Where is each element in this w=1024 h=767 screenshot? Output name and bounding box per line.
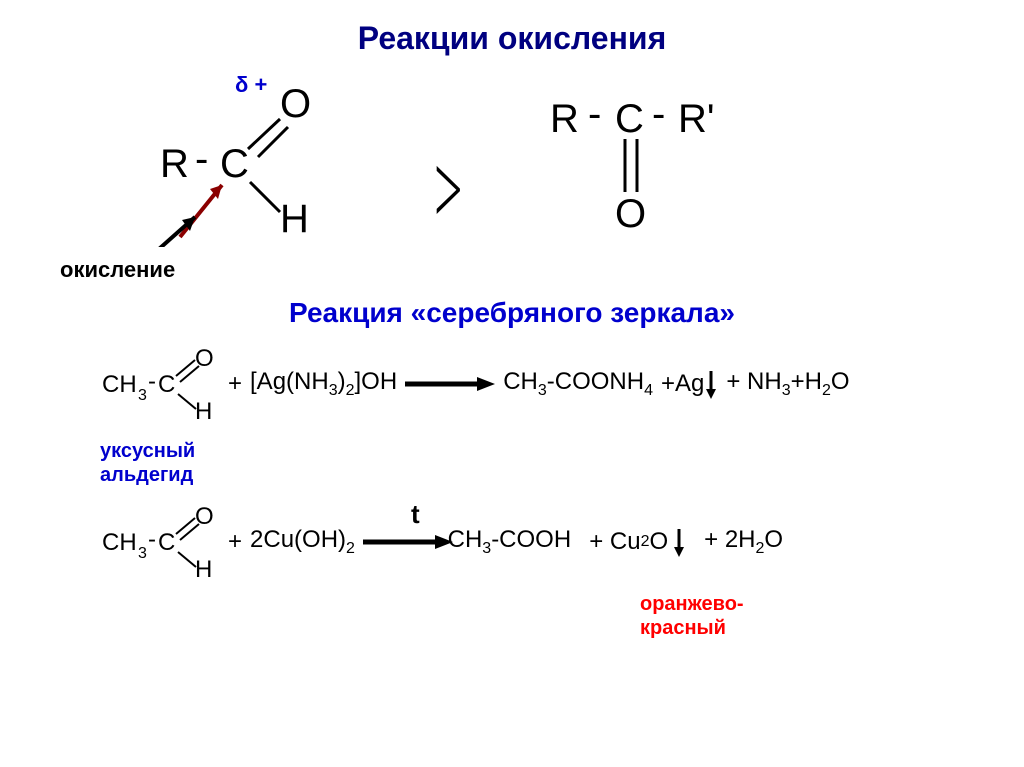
tollens-sub2: 2 bbox=[346, 382, 355, 399]
h2o-text: +H bbox=[791, 368, 822, 395]
product-ch3coonh4: CH3-COONH4 bbox=[503, 368, 653, 400]
c-text-2: C bbox=[615, 97, 644, 141]
cuoh-text: 2Cu(OH) bbox=[250, 526, 346, 553]
cu2o-2: 2 bbox=[641, 533, 650, 551]
ketone-structure-svg: R - C - R' O bbox=[540, 77, 780, 247]
svg-text:3: 3 bbox=[138, 387, 147, 404]
cu2o-o: O bbox=[649, 528, 668, 556]
rprime-text: R' bbox=[678, 97, 715, 141]
gt-symbol: > bbox=[434, 132, 462, 247]
aldehyde-structure-svg: R - C O H bbox=[140, 77, 340, 247]
cuoh-2: 2 bbox=[346, 540, 355, 557]
h-text: H bbox=[280, 197, 309, 241]
p2-ch3: CH bbox=[448, 526, 483, 553]
svg-text:C: C bbox=[158, 371, 175, 398]
orange-red-note: оранжево-красный bbox=[640, 592, 770, 640]
r-text-2: R bbox=[550, 97, 579, 141]
svg-text:H: H bbox=[195, 398, 212, 424]
plus-2h2o: + 2H2O bbox=[704, 526, 783, 558]
o-text-2: O bbox=[615, 192, 646, 236]
h2o-2: 2 bbox=[822, 382, 831, 399]
dash-text: - bbox=[195, 137, 208, 181]
p2-3: 3 bbox=[482, 540, 491, 557]
nh3-3: 3 bbox=[782, 382, 791, 399]
dash3: - bbox=[652, 92, 665, 136]
r-text: R bbox=[160, 142, 189, 186]
page-title: Реакции окисления bbox=[40, 20, 984, 57]
temp-label: t bbox=[411, 499, 420, 530]
svg-text:-: - bbox=[148, 368, 156, 395]
plus-2: + bbox=[228, 528, 242, 556]
p1-ch3: CH bbox=[503, 368, 538, 395]
acetaldehyde-label-text: уксусный альдегид bbox=[100, 439, 210, 487]
tollens-sub3: 3 bbox=[329, 382, 338, 399]
arrow-icon-2 bbox=[363, 532, 453, 552]
dash2: - bbox=[588, 92, 601, 136]
tollens-part1: [Ag(NH bbox=[250, 368, 329, 395]
tollens-oh: ]OH bbox=[355, 368, 398, 395]
ag-text: +Ag bbox=[661, 370, 704, 398]
reaction-2: CH 3 - C O H + 2Cu(OH)2 t CH3-COOH + Cu2… bbox=[100, 502, 924, 582]
p1-4: 4 bbox=[644, 382, 653, 399]
reaction-1: CH 3 - C O H + [Ag(NH3)2]OH CH3-COONH4 +… bbox=[100, 344, 924, 424]
h2o-o: O bbox=[831, 368, 850, 395]
oxidation-label: окисление bbox=[60, 257, 175, 283]
structures-row: δ + R - C O H > R - C - R' O bbox=[40, 77, 984, 277]
plus-nh3-h2o: + NH3+H2O bbox=[726, 368, 849, 400]
svg-text:CH: CH bbox=[102, 529, 137, 556]
h2o2-o: O bbox=[764, 526, 783, 553]
down-arrow-icon-1 bbox=[704, 369, 718, 399]
acetaldehyde-struct-1: CH 3 - C O H bbox=[100, 344, 220, 424]
plus-ag: +Ag bbox=[661, 369, 718, 399]
plus-1: + bbox=[228, 370, 242, 398]
acetaldehyde-label: уксусный альдегид bbox=[100, 439, 984, 487]
down-arrow-icon-2 bbox=[672, 527, 686, 557]
p1-3: 3 bbox=[538, 382, 547, 399]
p1-coonh: -COONH bbox=[547, 368, 644, 395]
c-text: C bbox=[220, 142, 249, 186]
svg-text:-: - bbox=[148, 526, 156, 553]
o-text: O bbox=[280, 82, 311, 126]
h2o2-text: + 2H bbox=[704, 526, 755, 553]
plus-cu2o: + Cu2O bbox=[589, 527, 686, 557]
cu2o-text: + Cu bbox=[589, 528, 640, 556]
arrow-icon-1 bbox=[405, 374, 495, 394]
svg-text:H: H bbox=[195, 556, 212, 582]
svg-text:CH: CH bbox=[102, 371, 137, 398]
silver-mirror-title: Реакция «серебряного зеркала» bbox=[40, 297, 984, 329]
p2-cooh: -COOH bbox=[491, 526, 571, 553]
product-ch3cooh: CH3-COOH bbox=[448, 526, 572, 558]
acetaldehyde-struct-2: CH 3 - C O H bbox=[100, 502, 220, 582]
nh3-text: + NH bbox=[726, 368, 781, 395]
cuoh2-reagent: 2Cu(OH)2 bbox=[250, 526, 355, 558]
svg-text:3: 3 bbox=[138, 545, 147, 562]
tollens-reagent: [Ag(NH3)2]OH bbox=[250, 368, 397, 400]
svg-text:C: C bbox=[158, 529, 175, 556]
tollens-paren: ) bbox=[338, 368, 346, 395]
